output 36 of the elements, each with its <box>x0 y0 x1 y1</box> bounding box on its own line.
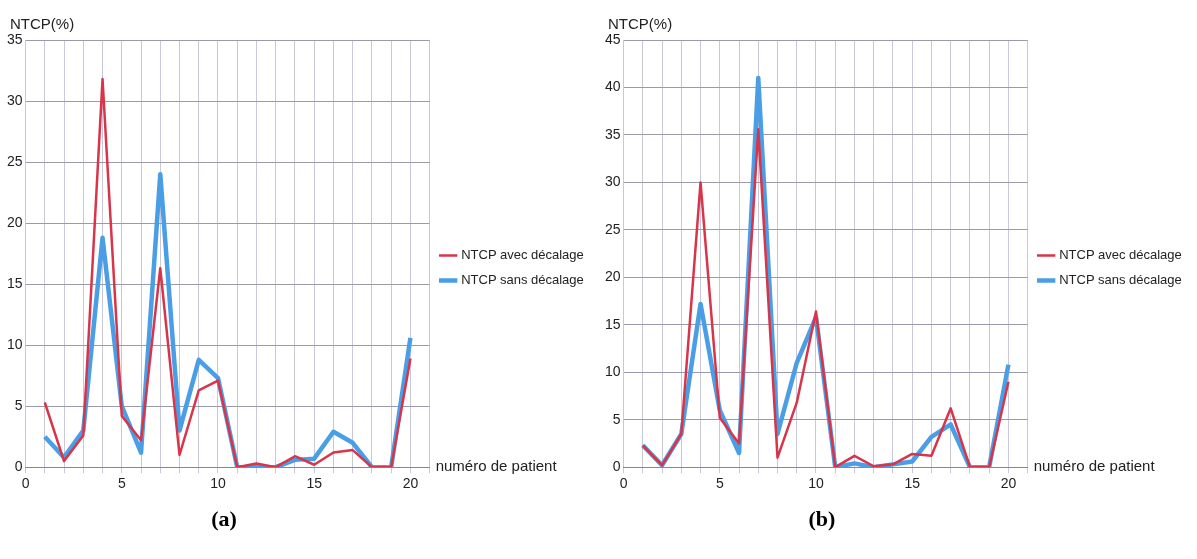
legend-label: NTCP sans décalage <box>1059 272 1182 288</box>
y-tick-label: 15 <box>604 315 621 332</box>
x-tick-label: 5 <box>715 475 724 492</box>
y-tick-label: 25 <box>6 152 23 169</box>
y-tick-label: 10 <box>604 363 621 380</box>
y-tick-label: 5 <box>612 410 621 427</box>
y-tick-label: 30 <box>604 173 621 190</box>
y-axis-title: NTCP(%) <box>10 14 75 32</box>
y-tick-label: 10 <box>6 336 23 352</box>
y-tick-label: 35 <box>6 30 23 47</box>
legend-label: NTCP avec décalage <box>461 247 584 263</box>
x-tick-label: 5 <box>117 475 126 492</box>
y-tick-label: 35 <box>604 125 621 142</box>
y-tick-label: 45 <box>604 30 621 47</box>
legend-label: NTCP sans décalage <box>461 272 584 288</box>
x-tick-label: 10 <box>808 475 824 492</box>
x-tick-label: 10 <box>210 475 226 492</box>
y-tick-label: 30 <box>6 91 23 108</box>
x-axis-title: numéro de patient <box>1033 457 1156 475</box>
x-tick-label: 15 <box>306 475 323 492</box>
y-tick-label: 15 <box>6 274 23 291</box>
legend-label: NTCP avec décalage <box>1059 247 1182 263</box>
x-axis-title: numéro de patient <box>435 457 558 475</box>
x-tick-label: 20 <box>1000 475 1017 492</box>
y-tick-label: 0 <box>14 458 23 475</box>
y-tick-label: 40 <box>604 78 621 95</box>
y-tick-label: 5 <box>14 397 23 414</box>
text: (b) <box>807 506 837 532</box>
x-tick-label: 15 <box>904 475 921 492</box>
y-tick-label: 25 <box>604 220 621 237</box>
text: (a) <box>210 506 238 532</box>
y-tick-label: 20 <box>6 213 23 230</box>
y-axis-title: NTCP(%) <box>608 14 673 32</box>
y-tick-label: 20 <box>604 268 621 285</box>
x-tick-label: 20 <box>402 475 419 492</box>
y-tick-label: 0 <box>612 458 621 475</box>
